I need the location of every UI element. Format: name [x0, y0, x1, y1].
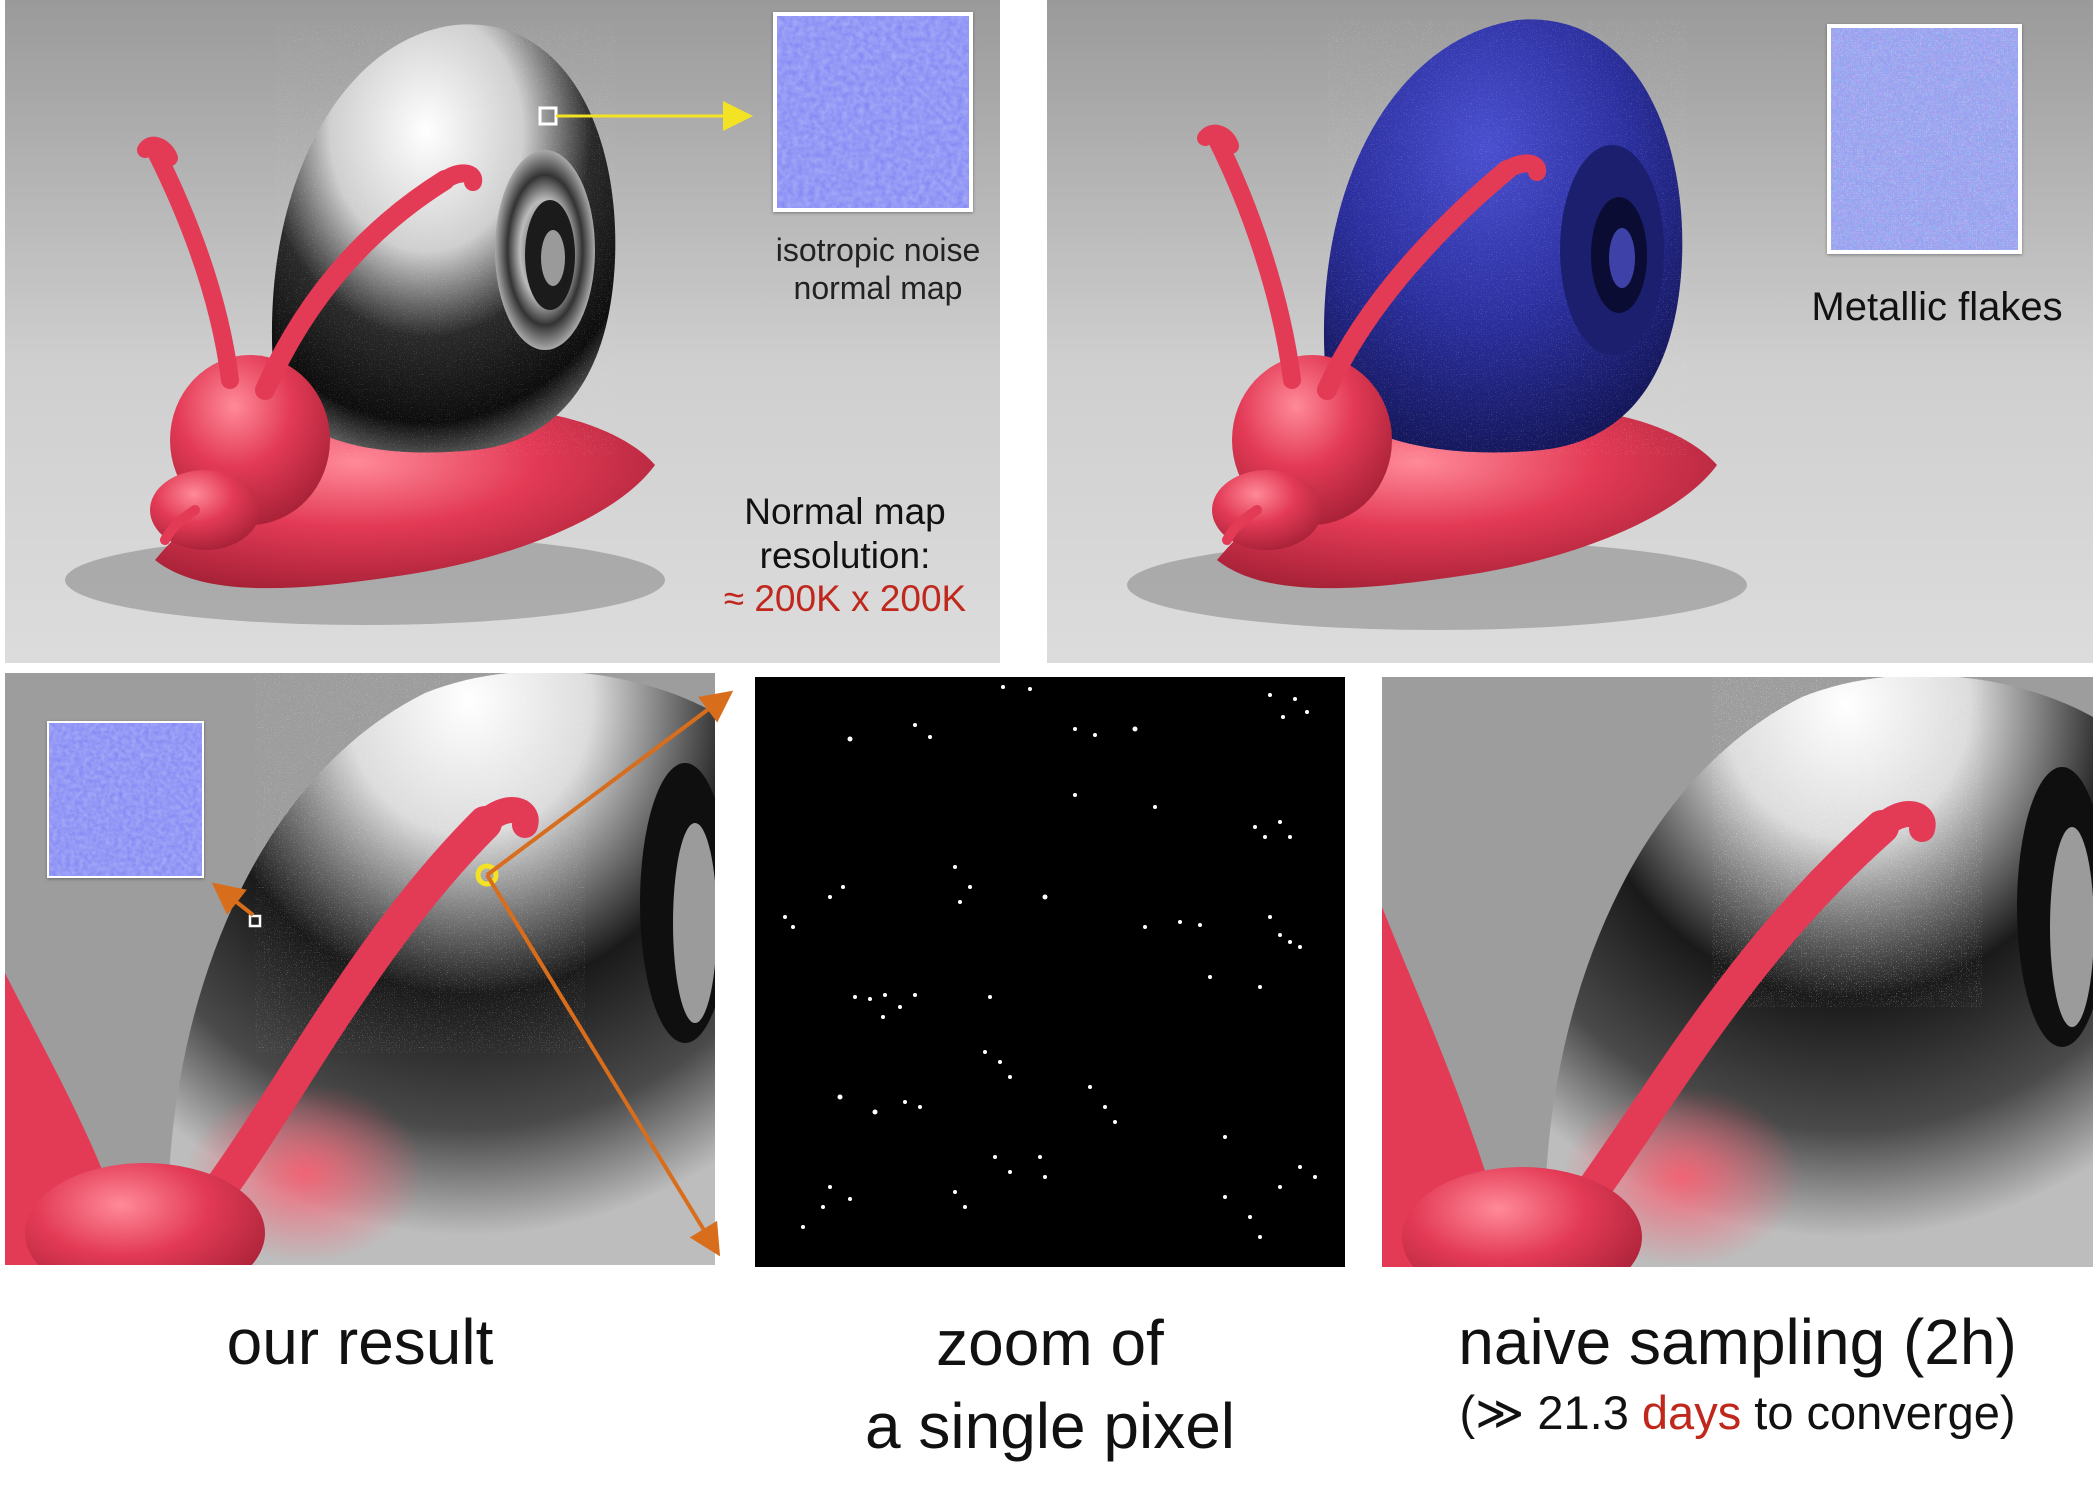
naive-sampling-zoom-panel — [1382, 677, 2093, 1267]
resolution-line1: Normal map — [744, 491, 946, 532]
converge-note-suffix: to converge) — [1741, 1386, 2016, 1439]
normal-map-mini-thumbnail — [47, 721, 204, 878]
metallic-flakes-label: Metallic flakes — [1811, 285, 2063, 329]
caption-single-pixel-line1: zoom of — [936, 1307, 1164, 1379]
resolution-annotation: Normal map resolution: ≈ 200K x 200K — [695, 490, 995, 621]
caption-naive-sampling: naive sampling (2h) (≫ 21.3 days to conv… — [1382, 1305, 2093, 1441]
caption-single-pixel: zoom of a single pixel — [755, 1302, 1345, 1468]
silver-snail-render-panel: isotropic noise normal map Normal map re… — [5, 0, 1000, 663]
caption-our-result: our result — [226, 1306, 494, 1378]
resolution-value: ≈ 200K x 200K — [723, 578, 967, 620]
single-pixel-sample-dots — [755, 677, 1345, 1267]
flake-snail-render — [1047, 0, 2093, 663]
caption-naive-sampling-line1: naive sampling (2h) — [1458, 1306, 2017, 1378]
flake-snail-render-panel: Metallic flakes — [1047, 0, 2093, 663]
our-result-zoom-panel — [5, 673, 715, 1265]
inset-label: isotropic noise normal map — [753, 232, 1000, 308]
inset-label-line2: normal map — [793, 269, 963, 306]
caption-single-pixel-line2: a single pixel — [865, 1390, 1235, 1463]
naive-sampling-zoom-render — [1382, 677, 2093, 1267]
resolution-line2: resolution: — [759, 534, 931, 576]
noise-normal-map-thumbnail — [773, 12, 973, 212]
converge-note-days: days — [1641, 1386, 1742, 1439]
metallic-flakes-thumbnail — [1827, 24, 2022, 254]
inset-label-line1: isotropic noise — [775, 232, 981, 268]
caption-naive-sampling-line2: (≫ 21.3 days to converge) — [1382, 1385, 2093, 1441]
single-pixel-zoom-panel — [755, 677, 1345, 1267]
converge-note-prefix: (≫ 21.3 — [1459, 1386, 1642, 1439]
pixel-zoom-connector-arrows — [485, 690, 734, 1257]
